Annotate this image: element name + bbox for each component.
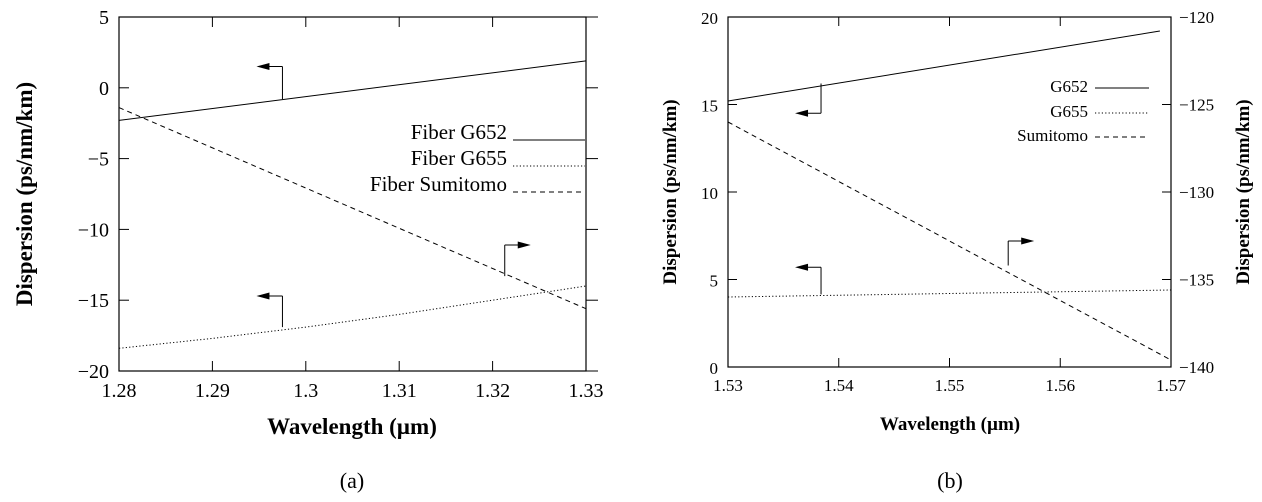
axis-arrow-left — [256, 292, 283, 328]
x-ticks-b: 1.53 1.54 1.55 1.56 1.57 — [713, 17, 1186, 395]
x-tick-label: 1.33 — [569, 380, 604, 402]
x-tick-label: 1.53 — [713, 376, 743, 395]
caption-a: (a) — [340, 468, 364, 493]
legend-label-sumitomo-a: Fiber Sumitomo — [370, 172, 507, 196]
x-tick-label: 1.56 — [1045, 376, 1075, 395]
y-tick-label: 5 — [99, 7, 109, 29]
y-axis-title-a: Dispersion (ps/nm/km) — [12, 82, 37, 306]
y-tick-label: −20 — [78, 361, 109, 383]
legend-label-g655-b: G655 — [1050, 102, 1088, 121]
caption-b: (b) — [937, 468, 963, 493]
axis-arrow-right — [1007, 237, 1035, 266]
y-tick-label: −10 — [78, 219, 109, 241]
axis-arrow-right — [504, 241, 531, 277]
series-line-fiber-g652 — [118, 60, 587, 121]
y2-tick-label: −135 — [1179, 271, 1214, 290]
y2-tick-label: −140 — [1179, 358, 1214, 377]
legend-b: G652 G655 Sumitomo — [1017, 77, 1149, 145]
x-tick-label: 1.31 — [382, 380, 417, 402]
y-tick-label: 20 — [701, 9, 718, 28]
axis-arrow-left — [256, 63, 283, 100]
annotations-a — [256, 63, 531, 328]
y-tick-label: 10 — [701, 184, 718, 203]
x-axis-title-b: Wavelength (µm) — [880, 414, 1020, 435]
x-tick-label: 1.29 — [195, 380, 230, 402]
y-axis-title-b: Dispersion (ps/nm/km) — [660, 99, 681, 284]
y2-tick-label: −125 — [1179, 96, 1214, 115]
y-tick-label: −15 — [78, 290, 109, 312]
legend-a: Fiber G652 Fiber G655 Fiber Sumitomo — [370, 120, 585, 196]
y2-axis-title-b: Dispersion (ps/nm/km) — [1233, 99, 1254, 284]
y2-tick-label: −130 — [1179, 183, 1214, 202]
series-b — [727, 30, 1172, 361]
y-tick-label: 0 — [710, 359, 719, 378]
series-line-g652 — [727, 30, 1160, 102]
y-ticks-b: 20 15 10 5 0 — [701, 9, 737, 378]
series-line-fiber-sumitomo — [118, 107, 587, 310]
x-axis-title-a: Wavelength (µm) — [267, 414, 437, 439]
annotations-b — [795, 83, 1035, 295]
x-tick-label: 1.28 — [102, 380, 137, 402]
x-tick-label: 1.32 — [475, 380, 510, 402]
right-ticks-b: −120 −125 −130 −135 −140 — [1162, 8, 1214, 377]
y-tick-label: 15 — [701, 97, 718, 116]
x-ticks-a: 1.28 1.29 1.3 1.31 1.32 1.33 — [102, 17, 604, 402]
y-tick-label: −5 — [88, 149, 109, 171]
y-tick-label: 0 — [99, 78, 109, 100]
x-tick-label: 1.54 — [824, 376, 854, 395]
series-line-fiber-g655 — [118, 285, 587, 349]
series-line-g655 — [727, 289, 1172, 298]
y-tick-label: 5 — [710, 272, 719, 291]
x-tick-label: 1.55 — [935, 376, 965, 395]
plot-frame-b — [727, 16, 1172, 368]
legend-label-g652-a: Fiber G652 — [411, 120, 507, 144]
right-ticks-a — [586, 16, 598, 372]
legend-label-g652-b: G652 — [1050, 77, 1088, 96]
y2-tick-label: −120 — [1179, 8, 1214, 27]
axis-arrow-left — [795, 83, 822, 117]
x-tick-label: 1.3 — [293, 380, 318, 402]
y-ticks-a: 5 0 −5 −10 −15 −20 — [78, 7, 129, 383]
plot-frame-a — [118, 16, 587, 372]
x-tick-label: 1.57 — [1156, 376, 1186, 395]
chart-a: 1.28 1.29 1.3 1.31 1.32 1.33 5 0 −5 −10 −15 −20 Wa… — [12, 7, 604, 493]
legend-label-g655-a: Fiber G655 — [411, 146, 507, 170]
axis-arrow-left — [795, 263, 822, 295]
series-a — [118, 60, 587, 349]
legend-label-sumitomo-b: Sumitomo — [1017, 126, 1088, 145]
series-line-sumitomo — [727, 121, 1172, 361]
